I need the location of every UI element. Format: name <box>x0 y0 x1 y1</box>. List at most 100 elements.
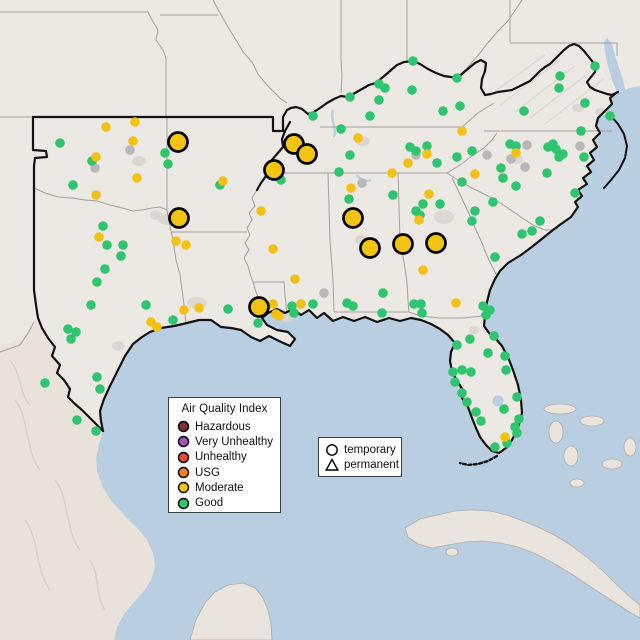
marker-good <box>511 141 521 151</box>
marker-moderate <box>179 305 189 315</box>
chesapeake-bay <box>604 38 625 92</box>
marker-good <box>63 324 73 334</box>
marker-good <box>408 56 418 66</box>
marker-good <box>457 177 467 187</box>
florida-keys <box>458 454 499 467</box>
marker-good <box>377 308 387 318</box>
marker-good <box>417 308 427 318</box>
marker-good <box>471 407 481 417</box>
marker-moderate <box>132 173 142 183</box>
marker-moderate <box>346 183 356 193</box>
marker-good <box>605 111 615 121</box>
bahama-island <box>548 420 564 444</box>
marker-good <box>490 442 500 452</box>
marker-good <box>345 92 355 102</box>
marker-moderate <box>194 303 204 313</box>
islands <box>189 403 640 640</box>
marker-good <box>336 124 346 134</box>
legend-air-quality-index: Air Quality Index Hazardous Very Unhealt… <box>168 397 281 513</box>
marker-unknown <box>319 288 329 298</box>
marker-moderate <box>451 298 461 308</box>
marker-good <box>92 372 102 382</box>
marker-moderate <box>101 122 111 132</box>
marker-good <box>380 83 390 93</box>
marker-good <box>344 194 354 204</box>
marker-good <box>98 221 108 231</box>
marker-good <box>348 301 358 311</box>
temporary-circle-icon <box>326 443 338 456</box>
bahama-island <box>601 458 623 470</box>
legend-item-usg: USG <box>169 465 280 480</box>
legend-item-permanent: permanent <box>319 458 401 474</box>
marker-moderate <box>290 274 300 284</box>
marker-good <box>512 392 522 402</box>
marker-good <box>580 98 590 108</box>
marker-moderate <box>268 244 278 254</box>
marker-good <box>457 365 467 375</box>
marker-good <box>490 252 500 262</box>
marker-good <box>411 146 421 156</box>
marker-unknown <box>520 162 530 172</box>
marker-good <box>488 197 498 207</box>
legend-item-very-unhealthy: Very Unhealthy <box>169 434 280 449</box>
water-features <box>492 38 625 407</box>
marker-moderate-temporary <box>167 131 189 153</box>
legend-item-label: Hazardous <box>195 420 251 433</box>
marker-moderate <box>500 432 510 442</box>
legend-item-good: Good <box>169 495 280 510</box>
marker-good <box>576 126 586 136</box>
marker-good <box>512 428 522 438</box>
marker-good <box>452 73 462 83</box>
marker-good <box>450 377 460 387</box>
yucatan-peninsula <box>189 582 273 640</box>
marker-good <box>476 416 486 426</box>
marker-moderate-temporary <box>425 232 447 254</box>
marker-good <box>432 158 442 168</box>
marker-moderate <box>422 149 432 159</box>
legend-item-temporary: temporary <box>319 442 401 458</box>
marker-good <box>535 216 545 226</box>
legend-item-moderate: Moderate <box>169 480 280 495</box>
marker-moderate <box>387 168 397 178</box>
marker-good <box>501 365 511 375</box>
marker-good <box>91 426 101 436</box>
marker-good <box>418 199 428 209</box>
marker-good <box>511 181 521 191</box>
appalachian-ridges <box>489 54 606 125</box>
legend-item-label: permanent <box>344 459 399 472</box>
marker-moderate <box>403 158 413 168</box>
marker-good <box>483 348 493 358</box>
marker-good <box>462 397 472 407</box>
marker-moderate <box>353 133 363 143</box>
marker-good <box>409 299 419 309</box>
marker-good <box>289 308 299 318</box>
urban-areas <box>112 104 607 351</box>
marker-good <box>500 351 510 361</box>
marker-good <box>478 301 488 311</box>
marker-good <box>465 334 475 344</box>
marker-moderate <box>171 236 181 246</box>
marker-good <box>416 299 426 309</box>
marker-good <box>481 310 491 320</box>
marker-good <box>374 95 384 105</box>
legend-site-type: temporary permanent <box>318 437 402 477</box>
marker-good <box>554 83 564 93</box>
hazardous-swatch-icon <box>177 420 190 433</box>
marker-good <box>570 188 580 198</box>
bahama-island <box>623 437 637 457</box>
marker-moderate-temporary <box>342 207 364 229</box>
isle-of-youth <box>445 547 459 557</box>
marker-moderate <box>414 215 424 225</box>
legend-item-label: Very Unhealthy <box>195 435 273 448</box>
usg-swatch-icon <box>177 466 190 479</box>
marker-good <box>514 414 524 424</box>
marker-good <box>163 159 173 169</box>
marker-good <box>551 144 561 154</box>
marker-good <box>388 190 398 200</box>
marker-good <box>40 378 50 388</box>
marker-good <box>542 168 552 178</box>
marker-moderate <box>296 299 306 309</box>
marker-good <box>498 173 508 183</box>
permanent-triangle-icon <box>325 458 339 471</box>
